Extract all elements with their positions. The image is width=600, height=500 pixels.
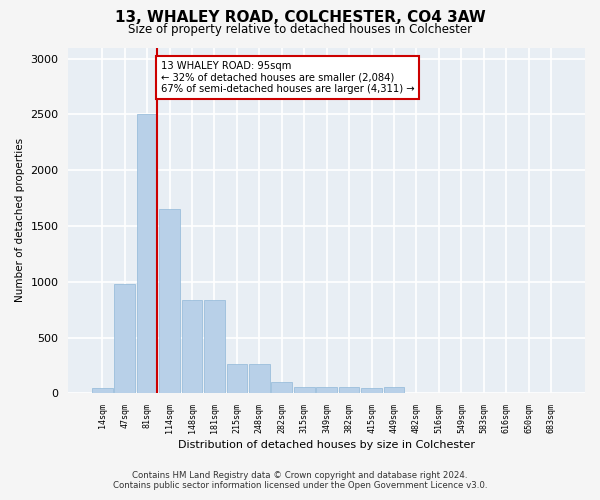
Bar	[92, 388, 113, 394]
Bar	[294, 387, 314, 394]
Bar	[361, 388, 382, 394]
Text: Contains HM Land Registry data © Crown copyright and database right 2024.
Contai: Contains HM Land Registry data © Crown c…	[113, 470, 487, 490]
Bar	[271, 382, 292, 394]
Bar	[159, 210, 180, 394]
Bar	[227, 364, 247, 394]
Bar	[115, 284, 135, 394]
X-axis label: Distribution of detached houses by size in Colchester: Distribution of detached houses by size …	[178, 440, 475, 450]
Text: 13, WHALEY ROAD, COLCHESTER, CO4 3AW: 13, WHALEY ROAD, COLCHESTER, CO4 3AW	[115, 10, 485, 25]
Text: Size of property relative to detached houses in Colchester: Size of property relative to detached ho…	[128, 22, 472, 36]
Bar	[339, 387, 359, 394]
Text: 13 WHALEY ROAD: 95sqm
← 32% of detached houses are smaller (2,084)
67% of semi-d: 13 WHALEY ROAD: 95sqm ← 32% of detached …	[161, 61, 415, 94]
Y-axis label: Number of detached properties: Number of detached properties	[15, 138, 25, 302]
Bar	[137, 114, 157, 394]
Bar	[204, 300, 225, 394]
Bar	[316, 387, 337, 394]
Bar	[182, 300, 202, 394]
Bar	[384, 387, 404, 394]
Bar	[249, 364, 269, 394]
